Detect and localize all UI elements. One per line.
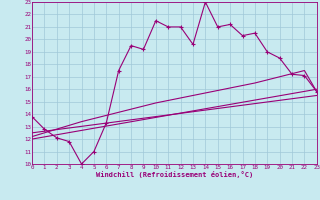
- X-axis label: Windchill (Refroidissement éolien,°C): Windchill (Refroidissement éolien,°C): [96, 171, 253, 178]
